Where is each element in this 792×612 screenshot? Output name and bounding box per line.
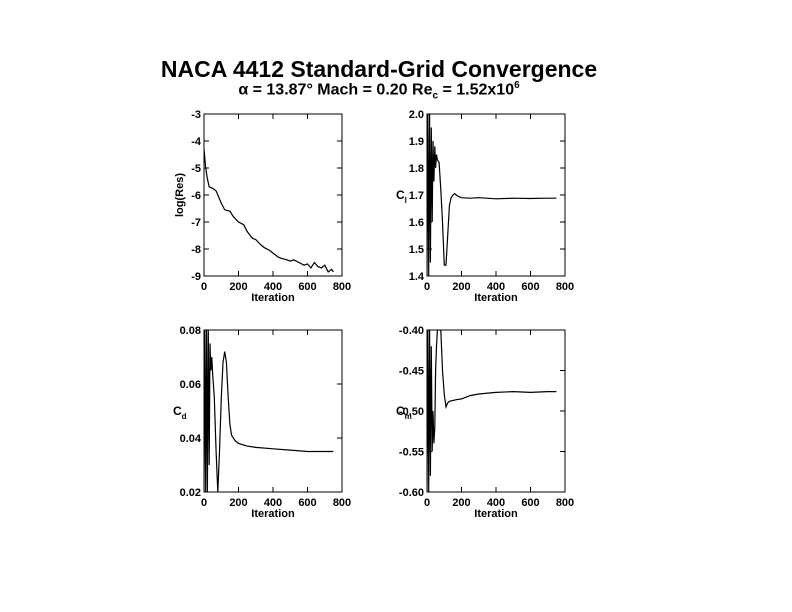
y-tick-label-cd: 0.06 xyxy=(180,379,201,391)
x-tick-label-cd: 0 xyxy=(201,497,207,509)
y-tick-label-res: -3 xyxy=(191,109,201,121)
alpha-text: = 13.87° Mach = 0.20 Re xyxy=(248,81,433,99)
chart-title: NACA 4412 Standard-Grid Convergence xyxy=(160,56,598,82)
y-axis-label-sub-cd: d xyxy=(182,412,187,421)
y-tick-label-res: -8 xyxy=(191,244,201,256)
alpha-symbol: α xyxy=(238,81,249,99)
y-tick-label-cl: 1.4 xyxy=(409,271,425,283)
plot-frame-cl xyxy=(426,113,566,277)
x-tick-label-cl: 600 xyxy=(521,281,539,293)
y-tick-label-cl: 1.8 xyxy=(409,163,424,175)
x-tick-label-res: 800 xyxy=(333,281,351,293)
y-tick-label-cd: 0.02 xyxy=(180,487,201,499)
y-tick-label-res: -7 xyxy=(191,217,201,229)
y-tick-label-cm: -0.45 xyxy=(399,366,424,378)
y-tick-label-res: -4 xyxy=(191,136,202,148)
x-tick-label-cd: 800 xyxy=(333,497,351,509)
x-tick-label-cd: 400 xyxy=(264,497,282,509)
y-tick-label-cd: 0.04 xyxy=(180,433,202,445)
y-tick-label-cl: 1.7 xyxy=(409,190,424,202)
y-axis-label-sub-cm: m xyxy=(405,412,412,421)
x-axis-label-cl: Iteration xyxy=(474,292,518,304)
y-tick-label-res: -5 xyxy=(191,163,201,175)
y-axis-label-res: log(Res) xyxy=(174,173,186,217)
x-tick-label-cm: 0 xyxy=(424,497,430,509)
plot-frame-res xyxy=(203,113,343,277)
re-text: = 1.52x10 xyxy=(438,81,515,99)
x-tick-label-cl: 200 xyxy=(452,281,470,293)
x-tick-label-res: 400 xyxy=(264,281,282,293)
series-line-res xyxy=(204,149,334,273)
y-tick-label-cd: 0.08 xyxy=(180,325,201,337)
x-tick-label-cm: 800 xyxy=(556,497,574,509)
y-tick-label-cl: 1.9 xyxy=(409,136,424,148)
y-tick-label-cm: -0.40 xyxy=(399,325,424,337)
re-superscript: 6 xyxy=(514,80,520,91)
x-tick-label-res: 200 xyxy=(229,281,247,293)
x-axis-label-cm: Iteration xyxy=(474,508,518,520)
y-tick-label-cm: -0.55 xyxy=(399,447,424,459)
x-tick-label-cd: 600 xyxy=(298,497,316,509)
x-tick-label-cl: 400 xyxy=(487,281,505,293)
chart-subtitle: α = 13.87° Mach = 0.20 Rec = 1.52x106 xyxy=(0,80,758,102)
y-tick-label-res: -6 xyxy=(191,190,201,202)
x-axis-label-cd: Iteration xyxy=(251,508,295,520)
series-line-cd xyxy=(204,330,334,492)
y-tick-label-cl: 1.6 xyxy=(409,217,424,229)
y-axis-label-sub-cl: l xyxy=(405,196,407,205)
y-tick-label-cm: -0.60 xyxy=(399,487,424,499)
re-subscript: c xyxy=(432,90,439,102)
x-tick-label-cd: 200 xyxy=(229,497,247,509)
x-tick-label-cm: 600 xyxy=(521,497,539,509)
y-tick-label-cl: 2.0 xyxy=(409,109,424,121)
x-tick-label-cl: 0 xyxy=(424,281,430,293)
y-tick-label-cm: -0.50 xyxy=(399,406,424,418)
series-line-cm xyxy=(427,330,557,492)
x-axis-label-res: Iteration xyxy=(251,292,295,304)
y-tick-label-cl: 1.5 xyxy=(409,244,424,256)
x-tick-label-cm: 200 xyxy=(452,497,470,509)
x-tick-label-res: 600 xyxy=(298,281,316,293)
series-line-cl xyxy=(427,114,557,276)
x-tick-label-cl: 800 xyxy=(556,281,574,293)
x-tick-label-res: 0 xyxy=(201,281,207,293)
y-tick-label-res: -9 xyxy=(191,271,201,283)
y-axis-label-cl: Cl xyxy=(396,188,407,205)
y-axis-label-cd: Cd xyxy=(173,404,187,421)
x-tick-label-cm: 400 xyxy=(487,497,505,509)
plot-frame-cm xyxy=(426,329,566,493)
